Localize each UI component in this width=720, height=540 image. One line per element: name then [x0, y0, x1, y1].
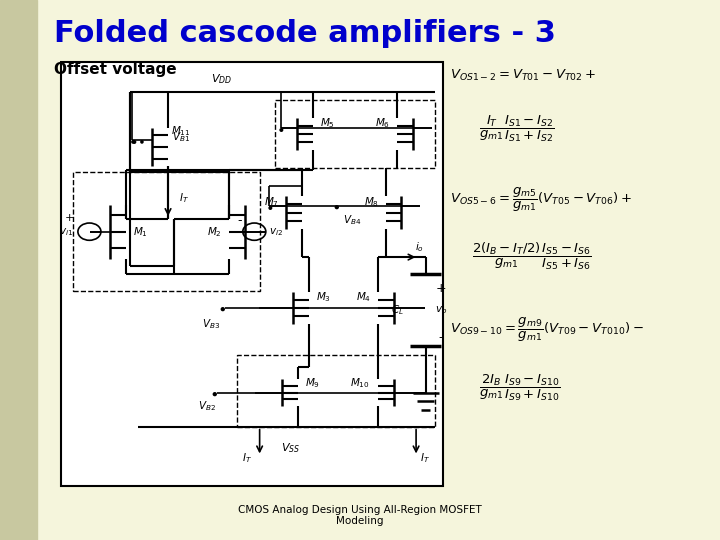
- Text: $I_T$: $I_T$: [420, 451, 430, 465]
- Text: $V_{B4}$: $V_{B4}$: [343, 213, 361, 226]
- Text: $M_{11}$: $M_{11}$: [171, 124, 191, 138]
- Bar: [275, 100, 435, 168]
- Text: +: +: [65, 213, 74, 223]
- Text: $V_{B2}$: $V_{B2}$: [198, 400, 215, 413]
- Text: $\dfrac{2(I_B-I_T/2)}{g_{m1}}\dfrac{I_{S5}-I_{S6}}{I_{S5}+I_{S6}}$: $\dfrac{2(I_B-I_T/2)}{g_{m1}}\dfrac{I_{S…: [472, 240, 592, 272]
- Text: $v_{i2}$: $v_{i2}$: [269, 226, 283, 238]
- Text: $V_{OS1-2} = V_{T01} - V_{T02} +$: $V_{OS1-2} = V_{T01} - V_{T02} +$: [450, 68, 596, 83]
- Text: $\dfrac{2I_B}{g_{m1}}\dfrac{I_{S9}-I_{S10}}{I_{S9}+I_{S10}}$: $\dfrac{2I_B}{g_{m1}}\dfrac{I_{S9}-I_{S1…: [479, 373, 560, 403]
- Text: Folded cascode amplifiers - 3: Folded cascode amplifiers - 3: [54, 19, 556, 48]
- Text: $M_7$: $M_7$: [264, 195, 279, 208]
- Text: $V_{DD}$: $V_{DD}$: [211, 72, 232, 86]
- Text: $\bullet$: $\bullet$: [276, 120, 285, 134]
- Bar: [61, 62, 443, 486]
- Text: $M_6$: $M_6$: [375, 117, 390, 130]
- Text: $C_L$: $C_L$: [391, 303, 404, 317]
- Text: $\bullet$: $\bullet$: [331, 199, 341, 214]
- Text: $V_{SS}$: $V_{SS}$: [281, 441, 300, 455]
- Text: $\bullet$: $\bullet$: [130, 133, 138, 147]
- Text: $V_{OS9-10} = \dfrac{g_{m9}}{g_{m1}}\left(V_{T09}-V_{T010}\right)-$: $V_{OS9-10} = \dfrac{g_{m9}}{g_{m1}}\lef…: [450, 316, 644, 344]
- Text: Offset voltage: Offset voltage: [54, 62, 176, 77]
- Text: $V_{B3}$: $V_{B3}$: [202, 318, 220, 331]
- Text: $I_T$: $I_T$: [179, 191, 189, 205]
- Text: $\bullet$: $\bullet$: [217, 300, 226, 315]
- Bar: [237, 355, 435, 427]
- Text: $\dfrac{I_T}{g_{m1}}\dfrac{I_{S1}-I_{S2}}{I_{S1}+I_{S2}}$: $\dfrac{I_T}{g_{m1}}\dfrac{I_{S1}-I_{S2}…: [479, 113, 554, 144]
- Text: $M_4$: $M_4$: [356, 291, 371, 304]
- Bar: [0, 0, 37, 540]
- Text: CMOS Analog Design Using All-Region MOSFET
Modeling: CMOS Analog Design Using All-Region MOSF…: [238, 505, 482, 526]
- Text: $M_5$: $M_5$: [320, 117, 335, 130]
- Bar: [73, 172, 260, 291]
- Text: $M_2$: $M_2$: [207, 225, 222, 239]
- Text: -: -: [238, 214, 242, 227]
- Text: $v_o$: $v_o$: [435, 304, 447, 316]
- Text: $\bullet$: $\bullet$: [137, 134, 145, 147]
- Text: +: +: [436, 282, 446, 295]
- Text: $V_{B1}$: $V_{B1}$: [171, 130, 189, 144]
- Text: $M_1$: $M_1$: [133, 225, 148, 239]
- Text: $i_o$: $i_o$: [415, 240, 425, 254]
- Text: $I_T$: $I_T$: [242, 451, 252, 465]
- Text: $\bullet$: $\bullet$: [128, 134, 136, 147]
- Text: $M_9$: $M_9$: [305, 376, 320, 390]
- Text: $\bullet$: $\bullet$: [210, 385, 218, 400]
- Text: $\bullet$: $\bullet$: [265, 199, 274, 213]
- Text: $V_{OS5-6} = \dfrac{g_{m5}}{g_{m1}}\left(V_{T05}-V_{T06}\right)+$: $V_{OS5-6} = \dfrac{g_{m5}}{g_{m1}}\left…: [450, 186, 632, 214]
- Text: $M_{10}$: $M_{10}$: [350, 376, 370, 390]
- Text: $M_3$: $M_3$: [316, 291, 331, 304]
- Text: $v_{i1}$: $v_{i1}$: [59, 226, 73, 238]
- Text: -: -: [438, 330, 443, 343]
- Text: $M_8$: $M_8$: [364, 195, 379, 208]
